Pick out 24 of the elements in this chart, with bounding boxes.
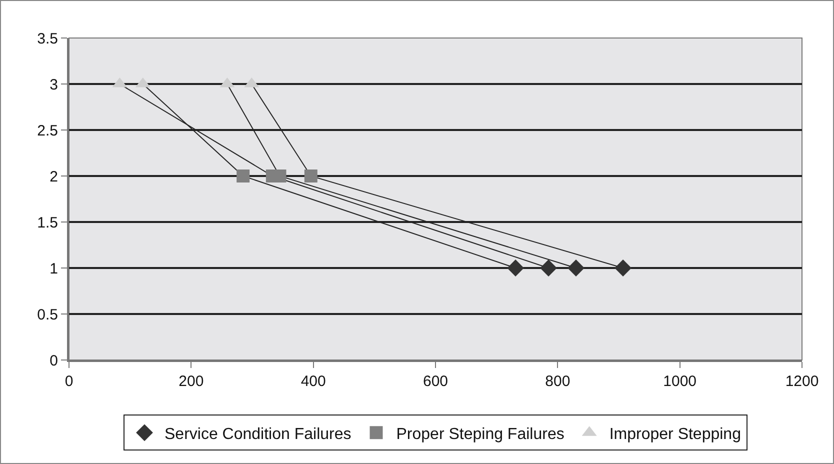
x-tick-label: 1000 [663, 373, 697, 390]
point [614, 260, 632, 276]
x-tick-label: 600 [422, 373, 448, 390]
x-tick-label: 1200 [785, 373, 819, 390]
y-tick-label: 1.5 [37, 214, 58, 232]
legend-label: Improper Stepping [609, 426, 741, 443]
y-tick-label: 0.5 [37, 306, 58, 324]
legend-label: Proper Steping Failures [396, 426, 564, 443]
point [507, 260, 524, 276]
x-tick-label: 800 [545, 373, 570, 390]
point [540, 260, 557, 276]
legend-label: Service Condition Failures [164, 426, 352, 443]
y-tick-label: 3 [50, 76, 58, 94]
x-tick-label: 200 [178, 373, 204, 390]
x-tick-label: 400 [300, 373, 326, 390]
point [236, 170, 250, 182]
point [304, 170, 318, 182]
y-tick-label: 3.5 [37, 30, 58, 48]
y-tick-label: 2 [50, 168, 58, 186]
x-tick-label: 0 [64, 373, 74, 390]
point [568, 260, 584, 276]
y-tick-label: 1 [50, 260, 58, 278]
y-tick-label: 2.5 [37, 122, 58, 140]
y-tick-label: 0 [50, 352, 58, 370]
